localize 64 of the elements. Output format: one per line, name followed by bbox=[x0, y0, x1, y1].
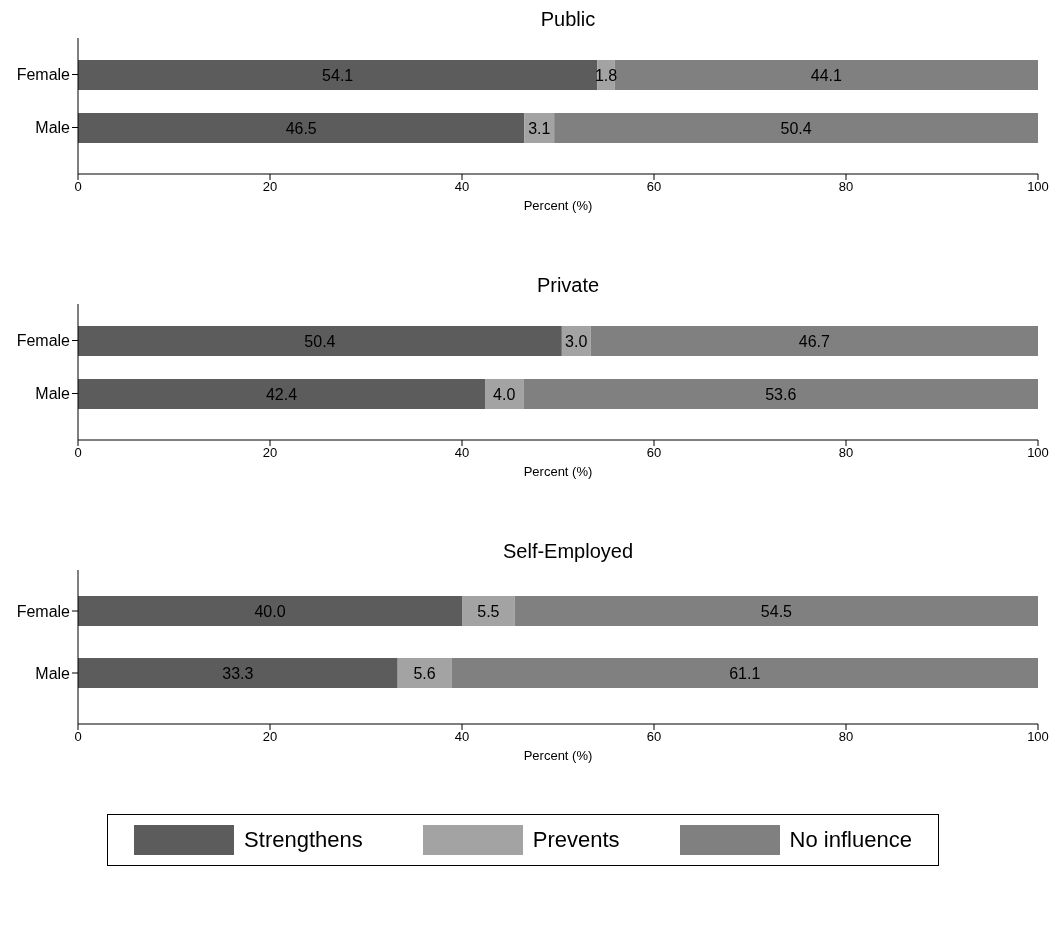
data-label: 33.3 bbox=[222, 664, 254, 682]
x-tick-label: 60 bbox=[646, 445, 662, 461]
x-tick-label: 0 bbox=[74, 179, 82, 195]
data-label: 46.7 bbox=[798, 332, 830, 350]
legend-label: Strengthens bbox=[244, 827, 363, 853]
x-tick-label: 100 bbox=[1027, 445, 1049, 461]
bar bbox=[523, 379, 1038, 409]
bar bbox=[78, 596, 462, 626]
chart-title: Private bbox=[535, 274, 601, 298]
data-label: 3.1 bbox=[528, 119, 551, 137]
x-tick-label: 20 bbox=[262, 729, 278, 745]
data-label: 40.0 bbox=[254, 602, 286, 620]
bar bbox=[590, 326, 1038, 356]
x-tick-label: 0 bbox=[74, 445, 82, 461]
x-tick-label: 20 bbox=[262, 445, 278, 461]
data-label: 50.4 bbox=[304, 332, 336, 350]
bar bbox=[397, 658, 452, 688]
x-tick-label: 40 bbox=[454, 729, 470, 745]
x-axis-title: Percent (%) bbox=[523, 748, 593, 763]
data-label: 44.1 bbox=[810, 66, 842, 84]
data-label: 61.1 bbox=[729, 664, 761, 682]
data-label: 53.6 bbox=[765, 385, 797, 403]
y-tick-label: Male bbox=[35, 664, 71, 682]
bar bbox=[451, 658, 1038, 688]
bar bbox=[78, 326, 562, 356]
data-label: 4.0 bbox=[493, 385, 516, 403]
x-tick-label: 80 bbox=[838, 445, 854, 461]
legend-label: Prevents bbox=[532, 827, 620, 853]
x-tick-label: 60 bbox=[646, 729, 662, 745]
x-tick-label: 40 bbox=[454, 179, 470, 195]
data-label: 3.0 bbox=[565, 332, 588, 350]
legend-label: No influence bbox=[789, 827, 912, 853]
bar bbox=[78, 658, 398, 688]
y-tick-label: Female bbox=[16, 602, 71, 620]
bar bbox=[78, 379, 486, 409]
x-tick-label: 100 bbox=[1027, 729, 1049, 745]
bar bbox=[78, 113, 525, 143]
x-tick-label: 80 bbox=[838, 729, 854, 745]
data-label: 5.6 bbox=[413, 664, 436, 682]
x-axis-title: Percent (%) bbox=[523, 198, 593, 213]
x-tick-label: 60 bbox=[646, 179, 662, 195]
y-tick-label: Male bbox=[35, 119, 71, 137]
x-tick-label: 40 bbox=[454, 445, 470, 461]
bar bbox=[462, 596, 515, 626]
y-tick-label: Female bbox=[16, 332, 71, 350]
data-label: 1.8 bbox=[594, 66, 618, 84]
bar bbox=[514, 596, 1038, 626]
bar bbox=[78, 60, 598, 90]
data-label: 54.1 bbox=[322, 66, 354, 84]
x-axis-title: Percent (%) bbox=[523, 464, 593, 479]
x-tick-label: 100 bbox=[1027, 179, 1049, 195]
y-tick-label: Female bbox=[16, 66, 71, 84]
data-label: 42.4 bbox=[265, 385, 298, 403]
data-label: 54.5 bbox=[760, 602, 793, 620]
bar bbox=[554, 113, 1038, 143]
data-label: 46.5 bbox=[285, 119, 317, 137]
data-label: 5.5 bbox=[477, 602, 500, 620]
data-label: 50.4 bbox=[780, 119, 812, 137]
x-tick-label: 20 bbox=[262, 179, 278, 195]
chart-title: Self-Employed bbox=[501, 540, 635, 564]
x-tick-label: 0 bbox=[74, 729, 82, 745]
x-tick-label: 80 bbox=[838, 179, 854, 195]
chart-title: Public bbox=[539, 8, 597, 32]
y-tick-label: Male bbox=[35, 385, 71, 403]
